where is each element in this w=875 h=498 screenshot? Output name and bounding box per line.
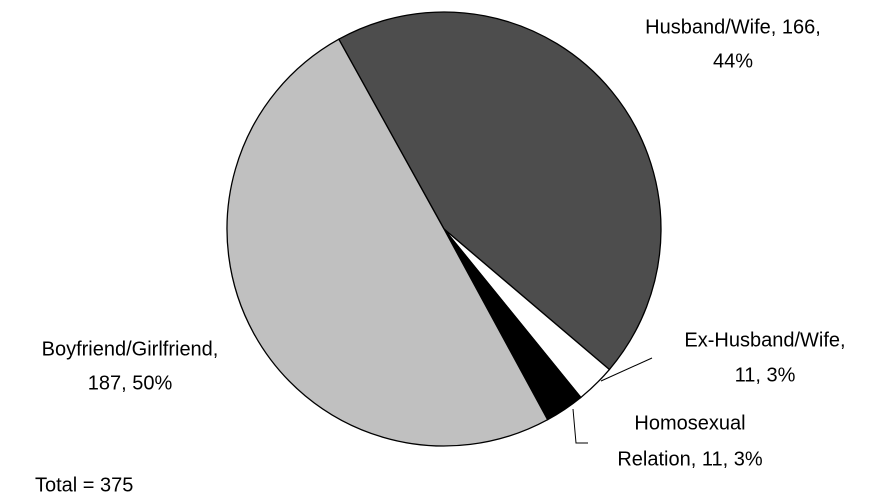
data-label: Homosexual [634,412,745,434]
data-label: 11, 3% [735,364,796,386]
leader-line [572,408,588,444]
pie-slice [337,11,662,371]
leader-line [600,357,653,382]
data-label: Relation, 11, 3% [617,448,762,470]
data-label: Husband/Wife, 166, [645,16,821,38]
total-annotation: Total = 375 [35,474,133,496]
pie-slice [226,38,549,447]
data-label: 187, 50% [88,372,173,394]
data-label: Boyfriend/Girlfriend, [42,338,219,360]
data-label: Ex-Husband/Wife, [684,329,845,351]
data-label: 44% [713,50,753,72]
